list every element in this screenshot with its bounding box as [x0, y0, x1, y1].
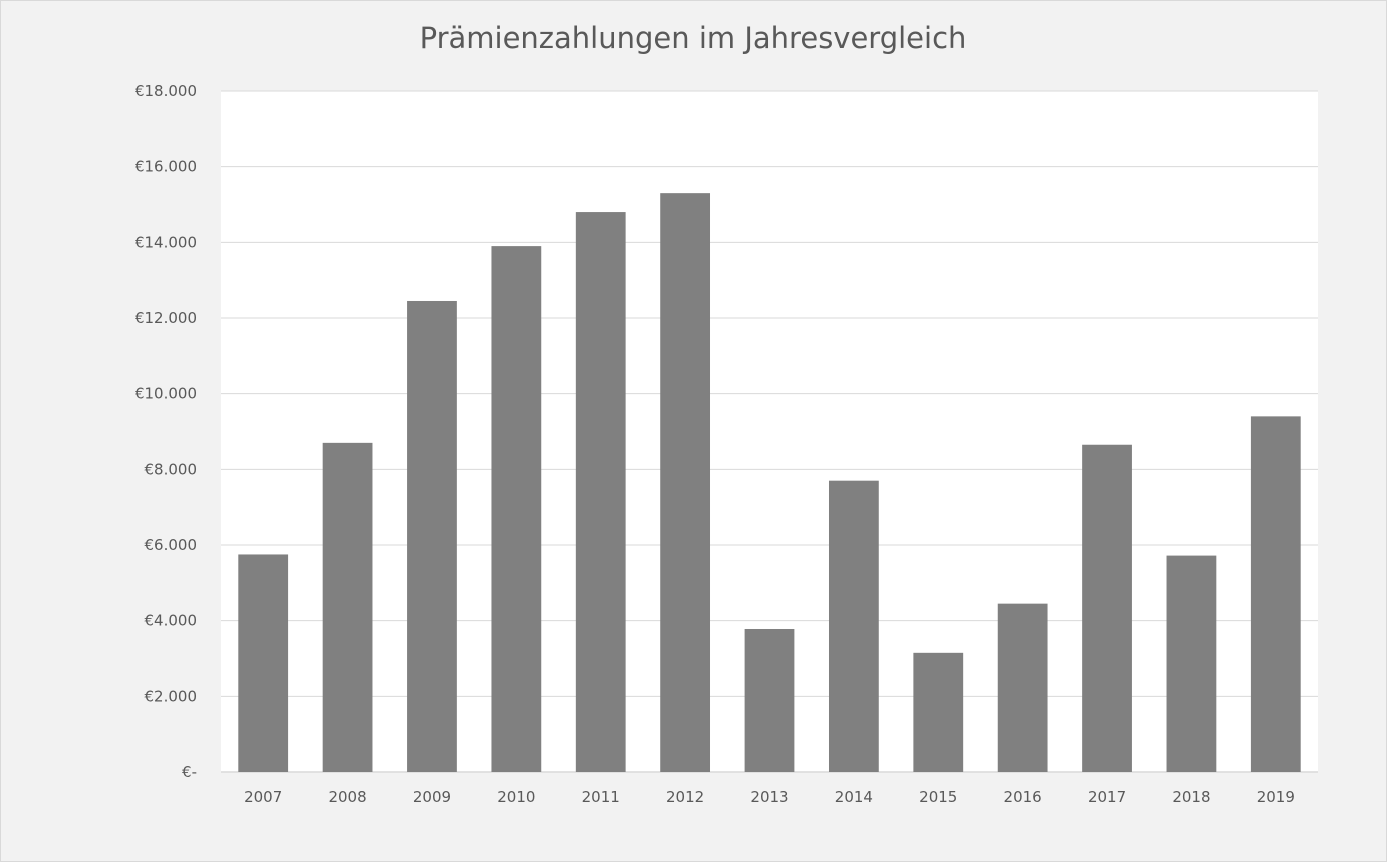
- bar-2010: [491, 246, 542, 772]
- y-tick-label: €12.000: [135, 309, 197, 327]
- y-tick-label: €8.000: [145, 460, 198, 478]
- y-tick-label: €14.000: [135, 233, 197, 251]
- x-tick-label: 2007: [244, 788, 282, 806]
- x-axis-ticks: 2007 2008 2009 2010 2011 2012 2013 2014 2015 2016…: [244, 788, 1295, 806]
- bar-2014: [828, 480, 879, 772]
- x-tick-label: 2019: [1257, 788, 1295, 806]
- bar-2008: [322, 442, 373, 772]
- x-tick-label: 2009: [413, 788, 451, 806]
- x-tick-label: 2016: [1004, 788, 1042, 806]
- y-tick-label: €16.000: [135, 158, 197, 176]
- x-tick-label: 2018: [1172, 788, 1210, 806]
- x-tick-label: 2008: [328, 788, 366, 806]
- chart-title: Prämienzahlungen im Jahresvergleich: [420, 21, 967, 55]
- bar-2007: [238, 554, 289, 772]
- bar-2018: [1166, 555, 1217, 772]
- x-tick-label: 2014: [835, 788, 873, 806]
- y-tick-label: €18.000: [135, 82, 197, 100]
- y-tick-label: €10.000: [135, 385, 197, 403]
- x-tick-label: 2017: [1088, 788, 1126, 806]
- bar-2019: [1250, 416, 1301, 772]
- x-tick-label: 2011: [582, 788, 620, 806]
- bar-2015: [913, 652, 964, 772]
- bar-2016: [997, 603, 1048, 772]
- gridlines: [221, 90, 1318, 773]
- x-tick-label: 2012: [666, 788, 704, 806]
- x-tick-label: 2013: [750, 788, 788, 806]
- y-tick-label: €-: [182, 763, 197, 781]
- y-tick-label: €6.000: [145, 536, 198, 554]
- bar-2009: [407, 300, 457, 772]
- bar-2011: [575, 212, 626, 773]
- y-tick-label: €4.000: [145, 612, 198, 630]
- y-axis-ticks: €- €2.000 €4.000 €6.000 €8.000 €10.000 €12.000…: [135, 82, 197, 781]
- x-tick-label: 2010: [497, 788, 535, 806]
- y-tick-label: €2.000: [145, 687, 198, 705]
- bar-2012: [660, 193, 711, 772]
- bar-2013: [744, 628, 795, 772]
- bar-2017: [1082, 444, 1132, 772]
- x-tick-label: 2015: [919, 788, 957, 806]
- bars: [238, 193, 1301, 773]
